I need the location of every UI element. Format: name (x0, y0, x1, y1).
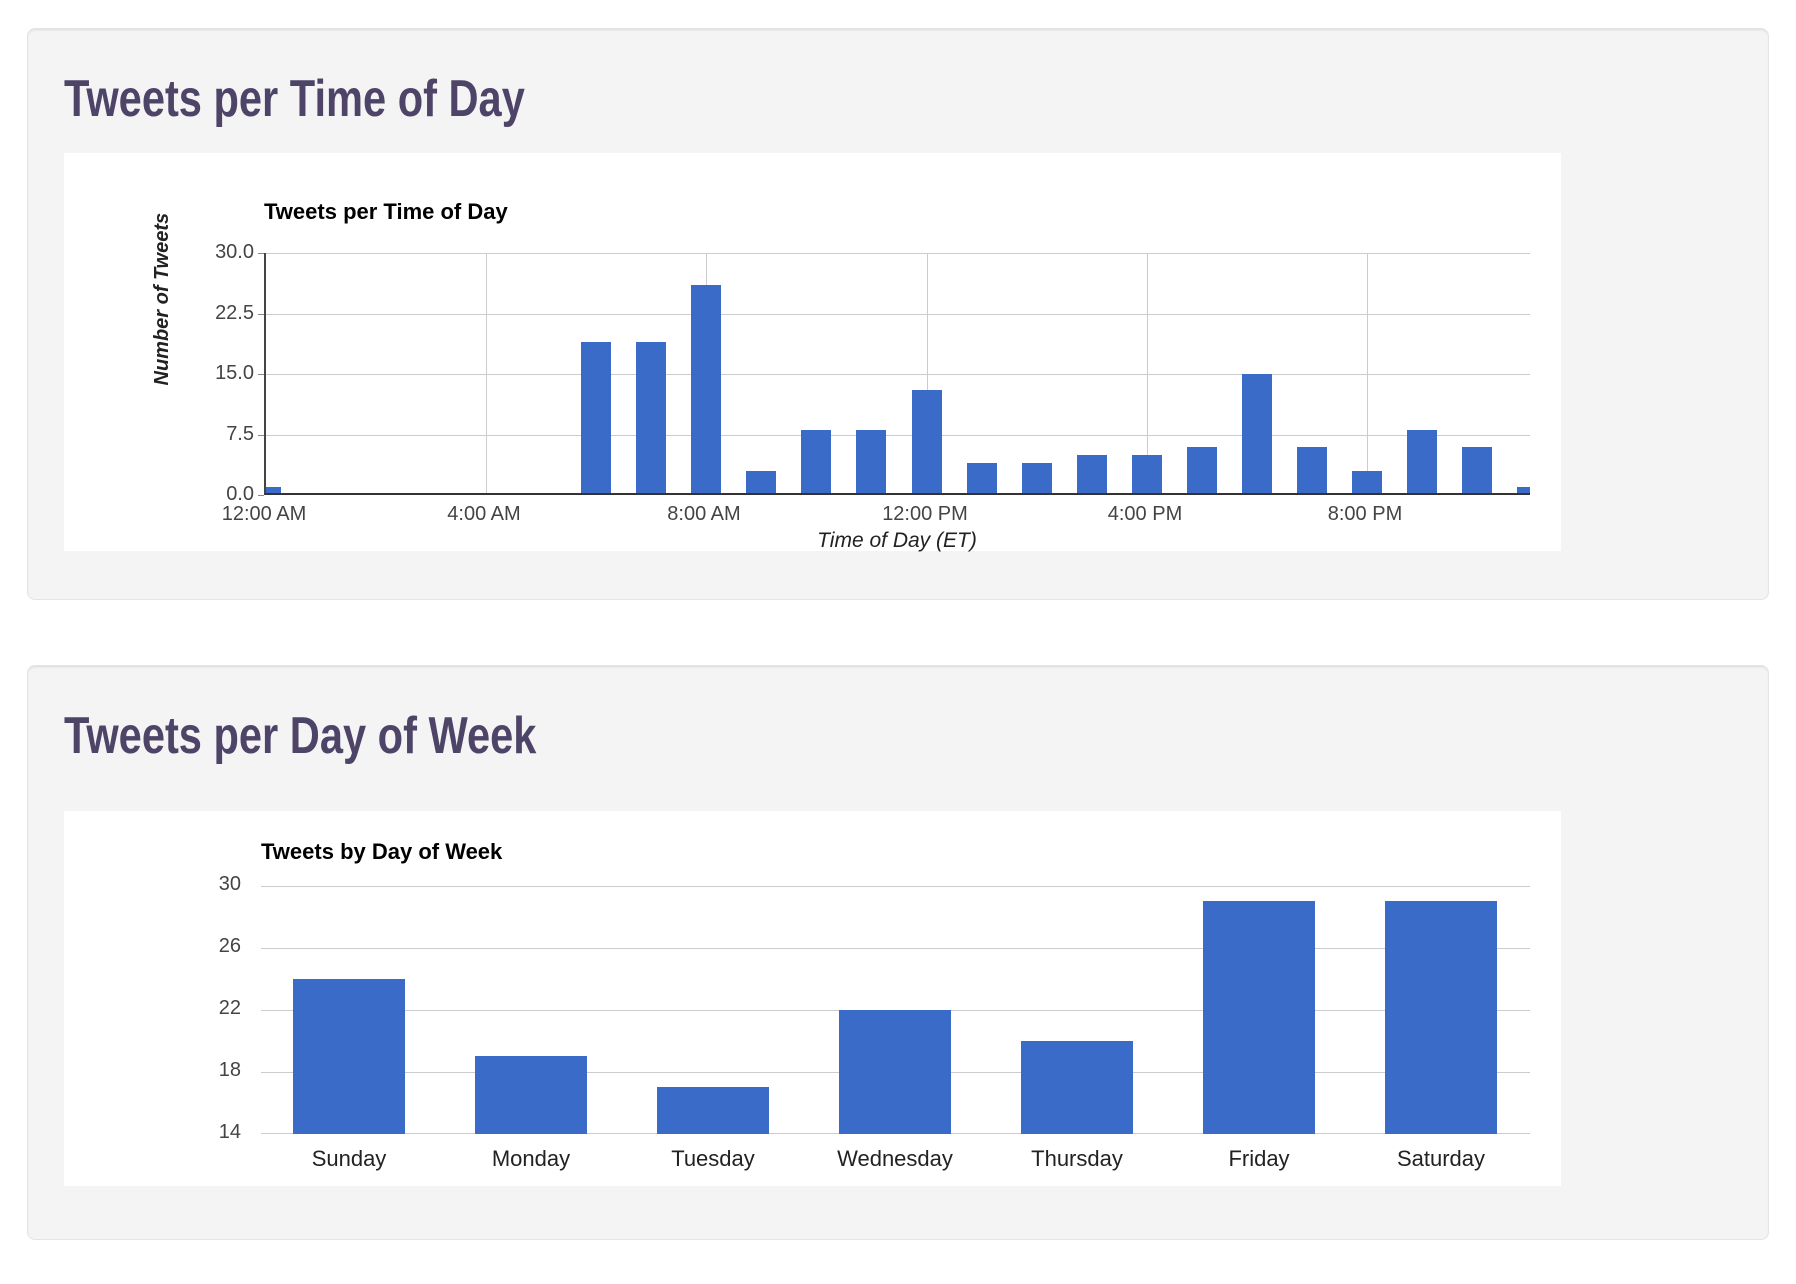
x-tick-label-monday: Monday (491, 1146, 571, 1171)
y-tick-label: 14 (218, 1121, 241, 1143)
bar-tuesday (657, 1087, 769, 1134)
y-tick-label: 30 (218, 873, 241, 895)
bar-hour-10 (801, 430, 831, 493)
bar-hour-11 (856, 430, 886, 493)
x-tick-label: 12:00 PM (882, 503, 968, 525)
bar-hour-18 (1242, 374, 1272, 493)
x-tick-label-friday: Friday (1228, 1146, 1290, 1171)
y-tick-mark (258, 495, 264, 496)
bar-wednesday (839, 1010, 951, 1134)
y-tick-label: 26 (218, 935, 241, 957)
gridline-h (266, 253, 1530, 254)
plot-area-time-of-day (264, 253, 1530, 495)
x-tick-label: 8:00 AM (667, 503, 741, 525)
bar-hour-22 (1462, 447, 1492, 493)
x-axis-title-time-of-day: Time of Day (ET) (817, 529, 977, 552)
bar-hour-16 (1132, 455, 1162, 493)
y-tick-label: 15.0 (215, 362, 254, 384)
y-tick-mark (258, 434, 264, 436)
bar-hour-21 (1407, 430, 1437, 493)
section-heading-day-of-week: Tweets per Day of Week (64, 707, 537, 765)
bar-hour-13 (967, 463, 997, 493)
chart-title-time-of-day: Tweets per Time of Day (264, 199, 508, 224)
x-tick-label: 8:00 PM (1327, 503, 1403, 525)
plot-area-day-of-week (261, 886, 1530, 1134)
section-heading-time-of-day: Tweets per Time of Day (64, 70, 525, 128)
gridline-h (261, 948, 1530, 949)
y-tick-label: 22.5 (215, 301, 254, 324)
bar-hour-6 (581, 342, 611, 493)
x-tick-label-wednesday: Wednesday (837, 1146, 953, 1171)
bar-hour-20 (1352, 471, 1382, 493)
gridline-v (927, 253, 928, 493)
gridline-v (486, 253, 487, 493)
x-tick-label-tuesday: Tuesday (671, 1146, 755, 1171)
bar-saturday (1385, 901, 1497, 1134)
bar-hour-12 (912, 390, 942, 493)
bar-hour-15 (1077, 455, 1107, 493)
y-tick-label: 18 (218, 1059, 241, 1081)
y-tick-label: 30.0 (215, 241, 254, 263)
chart-title-day-of-week: Tweets by Day of Week (261, 839, 503, 864)
bar-hour-7 (636, 342, 666, 493)
bar-hour-8 (691, 285, 721, 493)
card-tweets-per-day-of-week: Tweets per Day of Week Tweets by Day of … (27, 665, 1769, 1240)
chart-panel-day-of-week: Tweets by Day of Week 30 26 22 18 14 Sunday M… (64, 811, 1561, 1186)
x-tick-label-thursday: Thursday (1031, 1146, 1123, 1171)
bar-sunday (293, 979, 405, 1134)
y-tick-mark (258, 313, 264, 315)
bar-friday (1203, 901, 1315, 1134)
gridline-v (1147, 253, 1148, 493)
bar-hour-9 (746, 471, 776, 493)
x-tick-label: 12:00 AM (221, 503, 307, 525)
x-tick-label-sunday: Sunday (311, 1146, 387, 1171)
x-tick-label-saturday: Saturday (1396, 1146, 1486, 1171)
bar-hour-14 (1022, 463, 1052, 493)
y-tick-label: 7.5 (226, 422, 254, 445)
bar-hour-19 (1297, 447, 1327, 493)
y-tick-mark (258, 374, 264, 375)
gridline-h (266, 434, 1530, 436)
bar-hour-0 (266, 487, 281, 493)
gridline-h (266, 313, 1530, 315)
bar-hour-23 (1517, 487, 1530, 493)
chart-panel-time-of-day: Tweets per Time of Day Number of Tweets … (64, 153, 1561, 552)
card-tweets-per-time-of-day: Tweets per Time of Day Tweets per Time o… (27, 28, 1769, 600)
y-axis-title-time-of-day: Number of Tweets (150, 212, 173, 386)
gridline-h (266, 374, 1530, 375)
bar-monday (475, 1056, 587, 1134)
bar-thursday (1021, 1041, 1133, 1134)
x-tick-label: 4:00 AM (447, 503, 521, 525)
gridline-v (1367, 253, 1368, 493)
y-tick-mark (258, 253, 264, 254)
gridline-h (261, 886, 1530, 887)
x-tick-label: 4:00 PM (1107, 503, 1183, 525)
y-tick-label: 0.0 (226, 483, 254, 505)
y-tick-label: 22 (218, 997, 241, 1019)
bar-hour-17 (1187, 447, 1217, 493)
